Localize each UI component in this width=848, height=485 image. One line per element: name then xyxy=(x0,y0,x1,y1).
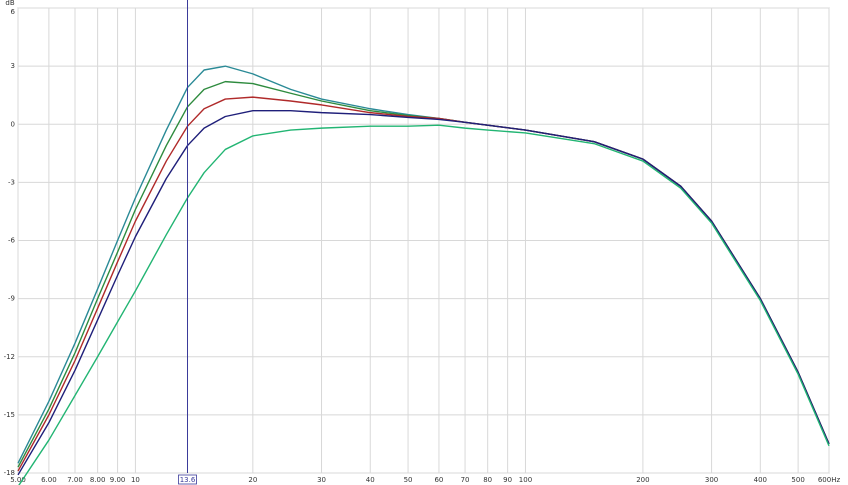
y-tick-label: -3 xyxy=(8,178,15,186)
x-tick-label: 6.00 xyxy=(41,476,57,484)
x-tick-label: 500 xyxy=(791,476,804,484)
x-tick-label: 600Hz xyxy=(818,476,841,484)
y-tick-label: -9 xyxy=(8,295,15,303)
x-tick-label: 8.00 xyxy=(90,476,106,484)
y-tick-label: 0 xyxy=(11,120,15,128)
x-tick-label: 60 xyxy=(434,476,443,484)
y-tick-label: -18 xyxy=(4,469,15,477)
x-tick-label: 9.00 xyxy=(110,476,126,484)
x-tick-label: 50 xyxy=(404,476,413,484)
y-tick-label: 6 xyxy=(11,8,16,16)
x-tick-label: 100 xyxy=(519,476,532,484)
y-axis-label: dB xyxy=(5,0,14,7)
x-tick-label: 7.00 xyxy=(67,476,83,484)
y-tick-label: -15 xyxy=(4,411,15,419)
x-tick-label: 90 xyxy=(503,476,512,484)
cursor-label: 13.6 xyxy=(180,476,196,484)
x-tick-label: 300 xyxy=(705,476,718,484)
x-tick-label: 200 xyxy=(636,476,649,484)
y-tick-label: -12 xyxy=(4,353,15,361)
x-tick-label: 10 xyxy=(131,476,140,484)
y-tick-label: 3 xyxy=(11,62,15,70)
series-line xyxy=(18,124,830,485)
series-line xyxy=(17,109,830,476)
x-tick-label: 80 xyxy=(483,476,492,484)
x-tick-label: 30 xyxy=(317,476,326,484)
cursor-label-box xyxy=(178,474,197,485)
x-tick-label: 400 xyxy=(754,476,767,484)
y-tick-label: -6 xyxy=(8,237,16,245)
x-tick-label: 70 xyxy=(461,476,470,484)
x-tick-label: 20 xyxy=(248,476,257,484)
x-tick-label: 40 xyxy=(366,476,375,484)
x-tick-label: 5.00 xyxy=(10,476,26,484)
